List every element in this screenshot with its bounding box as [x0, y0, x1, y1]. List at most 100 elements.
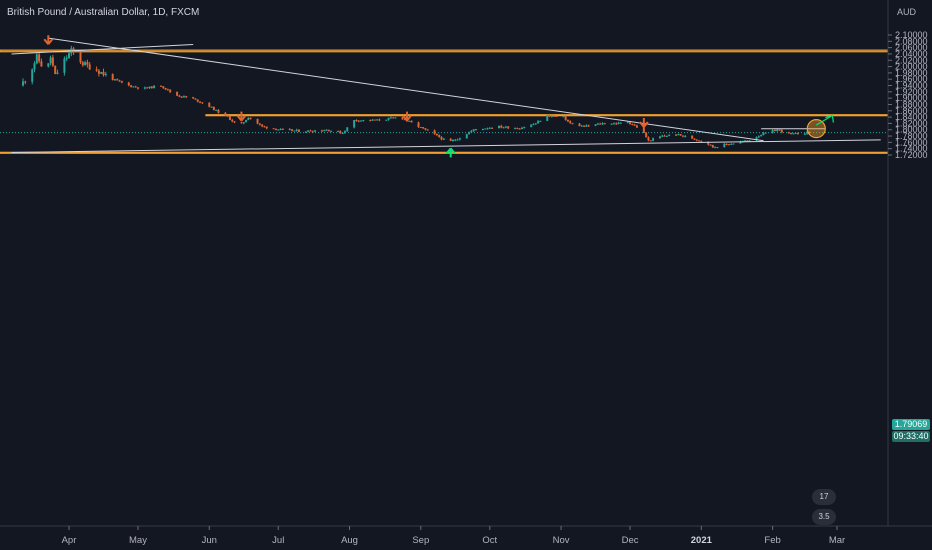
candle-body — [649, 140, 652, 142]
candle-body — [261, 124, 264, 127]
candle-body — [580, 125, 583, 127]
x-tick-label: Dec — [622, 535, 639, 546]
candle-body — [111, 74, 114, 81]
candle-body — [727, 144, 730, 146]
candle-body — [242, 122, 245, 124]
candle-body — [22, 81, 25, 86]
candle-body — [100, 71, 103, 74]
candle-body — [33, 63, 36, 70]
candle-body — [435, 133, 438, 136]
candle-body — [778, 129, 781, 131]
y-tick-label: 2.02000 — [895, 55, 928, 65]
candle-body — [571, 123, 574, 125]
y-tick-label: 1.78000 — [895, 131, 928, 141]
candle-body — [263, 126, 266, 128]
candle-body — [746, 140, 749, 142]
candle-body — [249, 117, 252, 119]
candle-body — [35, 54, 38, 64]
candle-body — [353, 119, 356, 128]
y-tick-label: 1.74000 — [895, 144, 928, 154]
candle-body — [323, 130, 326, 132]
candle-body — [49, 57, 52, 64]
candle-body — [645, 132, 648, 138]
candle-body — [79, 52, 82, 63]
down-arrow-marker — [236, 111, 247, 122]
candle-body — [277, 129, 280, 131]
candle-body — [373, 119, 376, 121]
candle-body — [422, 127, 425, 129]
candle-body — [224, 112, 227, 116]
candle-body — [314, 130, 317, 132]
x-tick-label: Jul — [272, 535, 284, 546]
candle-body — [54, 65, 57, 75]
candle-body — [378, 119, 381, 121]
candle-body — [136, 87, 139, 89]
candle-body — [693, 138, 696, 140]
candle-body — [709, 144, 712, 146]
candle-body — [247, 117, 250, 121]
candle-body — [502, 127, 505, 129]
candle-body — [748, 140, 751, 142]
y-tick-label: 1.92000 — [895, 87, 928, 97]
candle-body — [504, 126, 507, 128]
candle-body — [564, 116, 567, 120]
candle-body — [707, 141, 710, 145]
candle-body — [633, 124, 636, 126]
candle-body — [514, 128, 517, 130]
candle-body — [486, 128, 489, 130]
badge-b[interactable]: 3.5 — [812, 509, 836, 525]
candle-body — [245, 120, 248, 123]
y-tick-label: 2.00000 — [895, 62, 928, 72]
candle-body — [474, 129, 477, 131]
candle-body — [31, 69, 34, 82]
candle-body — [153, 85, 156, 89]
candle-body — [217, 109, 220, 113]
candle-body — [226, 115, 229, 117]
candle-body — [68, 53, 70, 58]
x-tick-label: Apr — [62, 535, 77, 546]
candle-body — [677, 134, 680, 136]
candle-body — [309, 130, 312, 132]
candle-body — [180, 96, 183, 98]
candle-body — [389, 117, 392, 119]
x-tick-label: Oct — [482, 535, 497, 546]
up-arrow-marker — [445, 147, 456, 158]
candle-body — [491, 127, 494, 129]
y-tick-label: 1.86000 — [895, 106, 928, 116]
y-tick-label: 1.94000 — [895, 81, 928, 91]
candle-body — [755, 137, 758, 141]
candle-body — [776, 129, 779, 132]
x-tick-label: Sep — [412, 535, 429, 546]
candle-body — [240, 122, 243, 124]
candle-body — [369, 119, 372, 121]
candle-body — [497, 125, 500, 129]
badge-a[interactable]: 17 — [812, 489, 836, 505]
candle-body — [419, 127, 422, 129]
candle-body — [668, 134, 671, 136]
candle-body — [95, 69, 98, 71]
candle-body — [700, 140, 703, 142]
candle-body — [88, 64, 91, 70]
candle-body — [739, 141, 742, 144]
candle-body — [500, 125, 503, 128]
candle-body — [442, 138, 445, 140]
candle-body — [40, 61, 43, 67]
candle-body — [760, 135, 763, 137]
candle-body — [681, 135, 684, 137]
candle-body — [642, 127, 645, 133]
y-tick-label: 1.98000 — [895, 68, 928, 78]
x-tick-label: May — [129, 535, 147, 546]
candle-body — [764, 132, 767, 134]
x-tick-label: Jun — [202, 535, 217, 546]
countdown-tag: 09:33:40 — [892, 431, 930, 442]
candle-body — [661, 135, 664, 137]
candle-body — [546, 114, 549, 121]
candle-body — [465, 134, 468, 139]
candle-body — [635, 125, 638, 128]
candle-body — [272, 128, 275, 130]
candle-body — [730, 143, 733, 145]
y-tick-label: 2.10000 — [895, 30, 928, 40]
candle-body — [603, 123, 606, 125]
